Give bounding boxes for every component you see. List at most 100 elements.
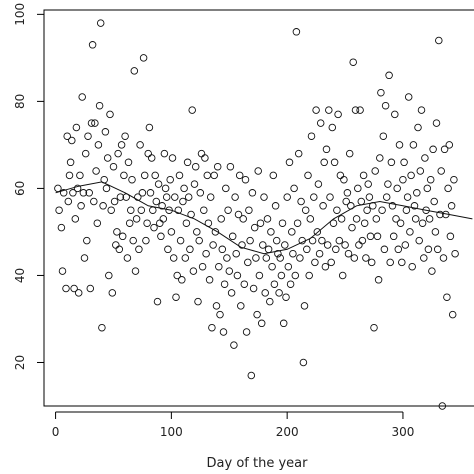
- data-point: [223, 254, 231, 262]
- data-point: [169, 254, 178, 262]
- data-point: [445, 141, 454, 149]
- x-tick-label: 200: [276, 425, 299, 439]
- data-point: [290, 184, 298, 193]
- data-point: [396, 219, 405, 227]
- data-point: [289, 249, 297, 258]
- data-point: [299, 358, 308, 367]
- data-point: [96, 19, 105, 27]
- data-point: [425, 215, 434, 223]
- data-point: [401, 241, 410, 249]
- data-point: [288, 228, 296, 236]
- data-point: [380, 245, 389, 254]
- data-point: [144, 149, 152, 158]
- data-point: [293, 219, 302, 227]
- data-point: [420, 254, 428, 262]
- data-point: [417, 106, 426, 114]
- data-point: [395, 141, 404, 149]
- plot-area: [43, 9, 474, 410]
- data-point: [64, 197, 73, 206]
- data-point: [384, 180, 392, 188]
- data-point: [217, 215, 225, 223]
- data-point: [444, 184, 452, 193]
- data-point: [440, 145, 449, 154]
- data-point: [422, 206, 430, 214]
- data-point: [179, 197, 187, 206]
- data-point: [224, 206, 232, 214]
- data-point: [431, 228, 440, 236]
- smoothed-trend-line: [55, 181, 473, 255]
- data-points: [54, 19, 459, 410]
- data-point: [379, 132, 388, 140]
- data-point: [385, 71, 393, 80]
- data-point: [145, 123, 154, 132]
- data-point: [326, 193, 334, 201]
- data-point: [428, 267, 436, 275]
- data-point: [55, 206, 63, 214]
- data-point: [227, 289, 236, 297]
- data-point: [278, 219, 287, 227]
- data-point: [246, 236, 254, 245]
- data-point: [370, 323, 378, 332]
- data-point: [130, 67, 139, 75]
- data-point: [171, 193, 179, 201]
- data-point: [101, 128, 110, 136]
- data-point: [291, 271, 300, 280]
- data-point: [57, 223, 66, 232]
- data-point: [402, 206, 411, 214]
- data-point: [338, 271, 347, 280]
- data-point: [308, 236, 317, 245]
- data-point: [95, 101, 104, 110]
- x-tick-label: 0: [52, 425, 60, 439]
- data-point: [76, 171, 84, 180]
- data-point: [149, 206, 157, 214]
- data-point: [341, 241, 349, 249]
- data-point: [222, 184, 230, 193]
- data-point: [363, 206, 371, 214]
- data-point: [300, 302, 309, 310]
- data-point: [158, 202, 166, 210]
- data-point: [342, 197, 350, 206]
- data-point: [350, 254, 359, 262]
- data-point: [348, 223, 356, 232]
- data-point: [154, 180, 163, 188]
- data-point: [249, 284, 258, 293]
- data-point: [242, 328, 251, 336]
- data-point: [150, 223, 158, 232]
- data-point: [307, 132, 316, 140]
- data-point: [162, 193, 171, 201]
- data-point: [352, 215, 361, 223]
- data-point: [268, 262, 276, 271]
- data-point: [436, 210, 444, 219]
- data-point: [415, 236, 423, 245]
- data-point: [176, 236, 185, 245]
- data-point: [91, 119, 99, 127]
- data-point: [228, 232, 237, 241]
- x-axis: 0 100 200 300: [52, 411, 414, 439]
- data-point: [69, 189, 77, 197]
- data-point: [73, 184, 82, 193]
- data-point: [296, 254, 304, 262]
- data-point: [127, 206, 135, 214]
- data-point: [272, 236, 281, 245]
- data-point: [72, 123, 81, 132]
- data-point: [437, 167, 445, 175]
- data-point: [285, 158, 294, 167]
- data-point: [332, 245, 340, 254]
- data-point: [362, 254, 370, 262]
- data-point: [335, 236, 344, 245]
- data-point: [105, 271, 113, 280]
- data-point: [448, 310, 457, 319]
- data-point: [231, 193, 239, 201]
- data-point: [74, 289, 83, 297]
- data-point: [439, 254, 448, 262]
- data-point: [159, 215, 168, 223]
- data-point: [310, 193, 318, 201]
- data-point: [408, 262, 416, 271]
- data-point: [376, 154, 384, 162]
- data-point: [443, 293, 451, 301]
- data-point: [391, 110, 399, 119]
- data-point: [305, 271, 313, 280]
- data-point: [360, 219, 369, 227]
- data-point: [372, 215, 381, 223]
- data-point: [260, 193, 268, 201]
